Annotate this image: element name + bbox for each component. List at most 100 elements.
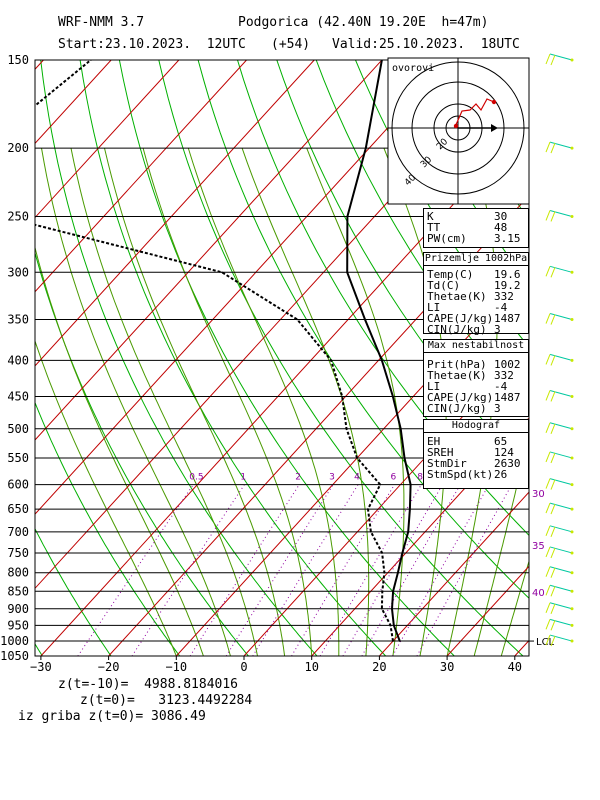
- mixing-ratio-label: 8: [417, 473, 423, 483]
- moist-adiabat: [187, 147, 340, 656]
- footer-line-2: z(t=0)= 3123.4492284: [80, 693, 253, 708]
- dewpoint-point: [341, 395, 344, 398]
- mixing-ratio-label: 1: [240, 473, 246, 483]
- wind-barb: [545, 265, 574, 278]
- index-value: 48: [494, 221, 508, 234]
- lead-time: (+54): [271, 37, 311, 52]
- isotherm: [35, 60, 451, 515]
- surface-title: Prizemlje 1002hPa: [424, 253, 528, 266]
- isotherm: [35, 60, 315, 367]
- pressure-tick-label: 1050: [0, 649, 29, 663]
- surface-label: Td(C): [427, 279, 461, 292]
- dewpoint-profile: [35, 60, 394, 642]
- theta-e-label: 40: [532, 588, 545, 599]
- wind-barb: [545, 525, 574, 537]
- surface-value: 1487: [494, 312, 521, 325]
- wind-barb: [545, 584, 574, 597]
- index-label: PW(cm): [427, 232, 467, 245]
- dewpoint-point: [379, 483, 382, 486]
- pressure-tick-label: 450: [7, 389, 29, 403]
- index-label: K: [427, 210, 434, 223]
- temperature-point: [407, 531, 410, 533]
- index-label: TT: [427, 221, 441, 234]
- temperature-profile: [346, 60, 412, 642]
- temperature-tick-label: 0: [240, 660, 247, 674]
- temperature-point: [409, 508, 411, 510]
- pressure-tick-label: 750: [7, 546, 29, 560]
- dewpoint-point: [381, 590, 384, 593]
- station-label: Podgorica (42.40N 19.20E h=47m): [238, 15, 489, 30]
- hodograf-label: StmSpd(kt): [427, 468, 494, 481]
- dry-adiabat: [592, 60, 600, 656]
- model-label: WRF-NMM 3.7: [58, 15, 145, 30]
- temperature-point: [392, 395, 394, 398]
- wind-barb: [545, 451, 574, 464]
- hodograf-label: StmDir: [427, 457, 467, 470]
- wind-barb: [545, 209, 574, 222]
- footer-line-3: iz griba z(t=0)= 3086.49: [18, 709, 206, 724]
- pressure-tick-label: 550: [7, 451, 29, 465]
- surface-row: Temp(C) 19.6: [424, 269, 528, 280]
- temperature-point: [399, 428, 402, 430]
- pressure-tick-label: 300: [7, 265, 29, 279]
- temperature-tick-label: −10: [165, 660, 187, 674]
- surface-label: CIN(J/kg): [427, 323, 487, 336]
- surface-value: 332: [494, 290, 514, 303]
- hodograph-trace: [454, 98, 495, 128]
- dewpoint-point: [392, 640, 394, 642]
- pressure-tick-label: 900: [7, 602, 29, 616]
- temperature-point: [401, 552, 404, 554]
- max-instability-row: CIN(J/kg) 3: [424, 403, 528, 414]
- temperature-tick-label: 40: [508, 660, 522, 674]
- dewpoint-point: [330, 359, 332, 362]
- dewpoint-point: [221, 271, 223, 274]
- wind-barb: [545, 602, 574, 614]
- mixing-ratio-line: [361, 484, 461, 656]
- moist-adiabat: [70, 147, 258, 656]
- wind-barb: [545, 566, 574, 578]
- pressure-tick-label: 200: [7, 141, 29, 155]
- moist-adiabat: [306, 147, 405, 656]
- max-instability-row: Prit(hPa) 1002: [424, 359, 528, 370]
- surface-value: -4: [494, 301, 508, 314]
- temperature-point: [346, 215, 349, 218]
- pressure-tick-label: 650: [7, 502, 29, 516]
- mixing-ratio-line: [342, 484, 444, 656]
- index-row: K 30: [424, 211, 528, 222]
- isotherm: [35, 60, 180, 219]
- isotherm: [35, 60, 247, 293]
- temperature-point: [364, 318, 366, 321]
- moist-adiabat: [473, 430, 529, 656]
- temperature-point: [392, 590, 394, 593]
- lcl-label: LCL: [536, 637, 555, 648]
- surface-value: 19.6: [494, 268, 521, 281]
- surface-label: CAPE(J/kg): [427, 312, 494, 325]
- storm-motion-arrowhead: [491, 124, 498, 132]
- hodograf-row: StmSpd(kt) 26: [424, 469, 528, 480]
- pressure-tick-label: 600: [7, 478, 29, 492]
- max-instability-label: CAPE(J/kg): [427, 391, 494, 404]
- max-instability-title: Max nestabilnost: [424, 340, 528, 353]
- index-value: 3.15: [494, 232, 521, 245]
- hodograf-panel: Hodograf EH 65 SREH 124 StmDir 2630 StmSpd(kt)…: [423, 419, 529, 489]
- mixing-ratio-line: [131, 484, 245, 656]
- hodograf-title: Hodograf: [424, 420, 528, 433]
- max-instability-value: 332: [494, 369, 514, 382]
- wind-barb: [545, 390, 574, 402]
- temperature-point: [393, 624, 395, 627]
- temperature-point: [403, 457, 406, 459]
- dry-adiabat: [40, 60, 318, 656]
- mixing-ratio-label: 6: [391, 473, 397, 483]
- temperature-point: [399, 640, 401, 642]
- theta-e-label: 30: [532, 489, 545, 500]
- max-instability-label: CIN(J/kg): [427, 402, 487, 415]
- pressure-tick-label: 950: [7, 618, 29, 632]
- hodograph-start-point: [453, 123, 459, 129]
- dewpoint-point: [356, 457, 358, 459]
- surface-row: CAPE(J/kg) 1487: [424, 313, 528, 324]
- surface-row: Td(C) 19.2: [424, 280, 528, 291]
- wind-barb: [545, 502, 574, 515]
- surface-row: LI -4: [424, 302, 528, 313]
- temperature-point: [346, 271, 349, 274]
